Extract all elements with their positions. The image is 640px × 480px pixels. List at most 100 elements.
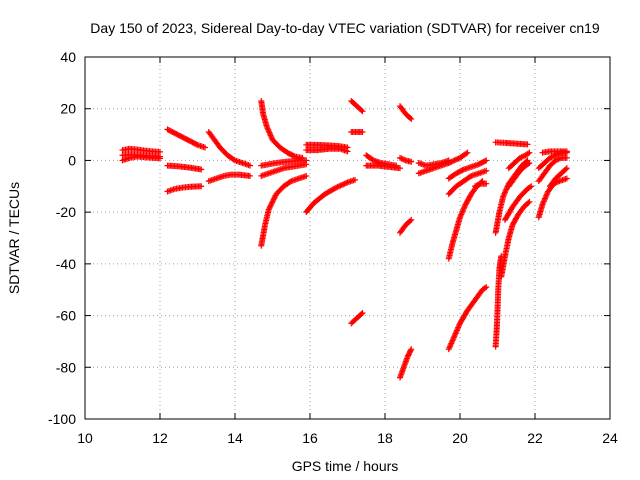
axis-ticks: 10 12 14 16 18 20 22 24 -100 -80 -60 -40 -20 0 20 40	[48, 49, 618, 446]
data-point-marker	[198, 166, 205, 173]
series-arc04	[164, 126, 208, 151]
data-point-marker	[290, 152, 297, 159]
series-arc36	[498, 198, 533, 280]
series-arc14	[303, 145, 351, 155]
data-point-marker	[407, 115, 414, 122]
x-tick-label: 16	[302, 430, 318, 446]
series-arc23	[397, 216, 415, 236]
series-arc10	[258, 172, 310, 249]
series-arc33	[492, 139, 531, 148]
series-arc30	[445, 167, 490, 198]
series-arc39	[505, 149, 533, 172]
data-point-marker	[369, 156, 376, 163]
x-tick-label: 18	[377, 430, 393, 446]
data-point-marker	[193, 141, 200, 148]
series-arc20	[363, 162, 403, 172]
data-point-marker	[525, 199, 532, 206]
series-arc29	[445, 284, 490, 353]
series-arc32	[472, 180, 490, 190]
series-arc16	[348, 97, 366, 115]
series-arc43	[539, 148, 570, 156]
series-arc12	[258, 157, 310, 169]
data-point-marker	[303, 157, 310, 164]
data-point-marker	[332, 185, 338, 192]
series-arc09	[258, 97, 306, 161]
y-axis-label: SDTVAR / TECUs	[6, 182, 22, 294]
x-tick-label: 24	[602, 430, 618, 446]
data-point-marker	[483, 284, 490, 291]
data-point-marker	[526, 198, 533, 205]
x-axis-label: GPS time / hours	[292, 458, 399, 474]
data-point-marker	[525, 150, 532, 157]
x-tick-label: 10	[77, 430, 93, 446]
data-point-marker	[352, 176, 358, 183]
y-tick-label: -80	[56, 359, 76, 375]
data-point-marker	[157, 155, 163, 162]
data-point-marker	[359, 128, 366, 135]
x-tick-label: 22	[527, 430, 543, 446]
series-arc31	[445, 157, 490, 182]
data-point-marker	[359, 309, 366, 316]
y-tick-label: -100	[48, 411, 76, 427]
series-arc26	[415, 157, 452, 169]
data-points	[119, 97, 570, 381]
series-arc01	[119, 145, 163, 155]
data-point-marker	[408, 116, 415, 123]
series-arc37	[502, 183, 535, 223]
series-arc15	[303, 176, 358, 216]
data-point-marker	[407, 347, 414, 354]
y-tick-label: -20	[56, 204, 76, 220]
y-tick-label: 20	[60, 101, 76, 117]
grid-lines	[85, 57, 610, 419]
x-tick-label: 12	[152, 430, 168, 446]
data-point-marker	[464, 149, 471, 156]
data-point-marker	[563, 148, 570, 155]
data-point-marker	[408, 216, 415, 223]
data-point-marker	[358, 107, 365, 114]
data-point-marker	[524, 141, 531, 148]
series-arc24	[397, 346, 415, 381]
data-point-marker	[562, 166, 569, 173]
data-point-marker	[525, 160, 532, 167]
data-point-marker	[482, 284, 488, 291]
data-point-marker	[397, 165, 403, 172]
data-point-marker	[408, 158, 415, 165]
data-point-marker	[247, 172, 253, 179]
data-point-marker	[407, 217, 414, 224]
data-point-marker	[563, 175, 570, 182]
data-point-marker	[230, 156, 237, 163]
data-point-marker	[467, 173, 473, 180]
series-arc21	[397, 103, 415, 123]
data-point-marker	[483, 167, 490, 174]
x-tick-label: 20	[452, 430, 468, 446]
data-point-marker	[563, 154, 570, 161]
series-arc38	[505, 160, 533, 190]
data-point-marker	[483, 180, 490, 187]
data-point-marker	[303, 172, 310, 179]
y-tick-label: 40	[60, 49, 76, 65]
data-point-marker	[459, 167, 466, 174]
chart-title: Day 150 of 2023, Sidereal Day-to-day VTE…	[90, 20, 600, 36]
data-point-marker	[482, 158, 488, 165]
data-point-marker	[344, 148, 351, 155]
series-arc07	[205, 128, 253, 169]
series-arc41	[535, 154, 570, 185]
data-point-marker	[198, 183, 205, 190]
series-arc18	[348, 309, 366, 327]
data-point-marker	[528, 183, 535, 190]
series-arc08	[205, 171, 253, 185]
data-point-marker	[358, 311, 365, 318]
series-arc22	[397, 154, 415, 165]
y-tick-label: -60	[56, 308, 76, 324]
plot-frame	[84, 56, 611, 420]
series-arc27	[445, 149, 471, 167]
series-arc06	[164, 183, 205, 195]
series-arc05	[164, 162, 205, 173]
y-tick-label: 0	[68, 152, 76, 168]
data-point-marker	[247, 162, 253, 169]
data-point-marker	[563, 165, 570, 172]
series-arc03	[119, 153, 163, 164]
data-point-marker	[526, 160, 533, 167]
data-point-marker	[408, 346, 415, 353]
